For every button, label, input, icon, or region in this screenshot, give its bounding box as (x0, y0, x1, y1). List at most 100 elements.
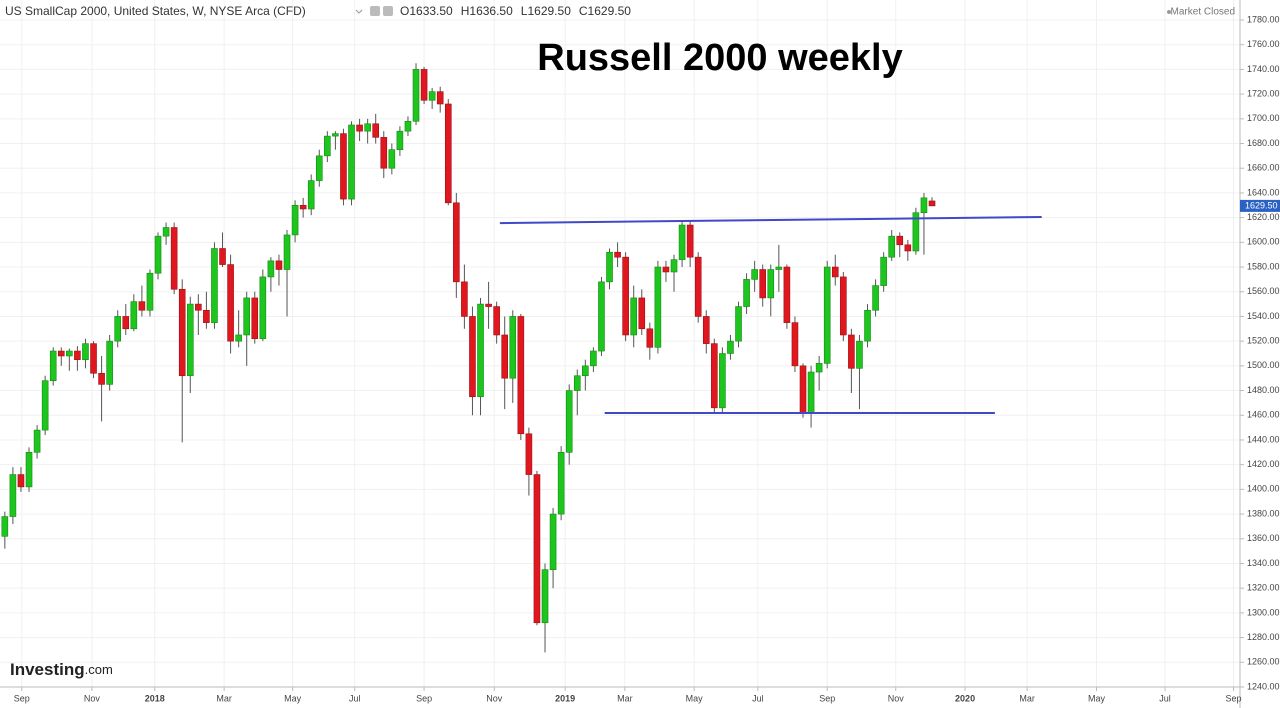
x-tick-label: May (284, 693, 302, 703)
chart-title: Russell 2000 weekly (537, 37, 902, 79)
candle-body (154, 235, 162, 274)
candle-body (267, 260, 275, 278)
candle-body (106, 340, 113, 385)
candle-body (549, 513, 557, 570)
candle-body (66, 350, 73, 357)
candle-body (283, 234, 291, 270)
dropdown-icon[interactable] (355, 9, 363, 14)
y-tick-label: 1520.00 (1247, 336, 1280, 346)
candle-body (533, 474, 541, 624)
candle-body (243, 297, 251, 336)
candle-body (694, 256, 702, 317)
brand-name: Investing (10, 660, 85, 679)
x-tick-label: Sep (1226, 693, 1242, 703)
last-price-box (1240, 199, 1280, 212)
candle-body (670, 259, 678, 273)
y-tick-label: 1600.00 (1247, 237, 1280, 247)
candle-body (582, 365, 589, 377)
y-tick-label: 1380.00 (1247, 508, 1280, 518)
candle-body (662, 266, 670, 273)
header-value: H1636.50 (461, 4, 513, 18)
candle-body (928, 200, 936, 207)
header-text: 1629.50 (527, 4, 571, 18)
y-tick-label: 1260.00 (1247, 657, 1280, 667)
candle-body (332, 133, 339, 137)
candle-body (485, 303, 492, 307)
candle-body (888, 235, 896, 258)
x-tick-label: May (1088, 693, 1106, 703)
candle-body (630, 297, 638, 336)
candle-body (57, 350, 65, 357)
candle-body (646, 328, 654, 348)
header-value: O1633.50 (400, 4, 453, 18)
header-value: C1629.50 (579, 4, 631, 18)
x-tick-label: Sep (819, 693, 835, 703)
candle-body (622, 256, 629, 336)
y-tick-label: 1300.00 (1247, 607, 1280, 617)
candle-body (920, 197, 928, 213)
header-text: 1629.50 (588, 4, 632, 18)
trendline (499, 216, 1042, 225)
candle-body (307, 180, 315, 210)
header-values: O1633.50 H1636.50 L1629.50 C1629.50 (400, 4, 631, 18)
header-key: H (461, 4, 470, 18)
candle-body (767, 269, 775, 299)
candle-body (49, 350, 57, 381)
candle-body (461, 281, 468, 317)
candle-body (509, 316, 517, 379)
candle-body (41, 380, 49, 431)
candle-body (324, 135, 331, 157)
candle-body (573, 375, 581, 391)
y-tick-label: 1580.00 (1247, 261, 1280, 271)
candle-body (590, 350, 597, 367)
candle-body (178, 288, 186, 377)
candle-body (702, 316, 710, 344)
market-status: Market Closed (1171, 7, 1235, 18)
candle-body (638, 297, 646, 330)
status-dot (1167, 10, 1171, 14)
candle-body (90, 343, 97, 374)
candle-body (74, 350, 81, 360)
candle-body (904, 244, 912, 252)
candle-body (896, 235, 904, 246)
candle-body (315, 155, 323, 181)
y-tick-label: 1720.00 (1247, 88, 1280, 98)
brand-suffix: .com (85, 662, 113, 677)
y-tick-label: 1400.00 (1247, 484, 1280, 494)
x-tick-label: Nov (84, 693, 101, 703)
y-tick-label: 1660.00 (1247, 163, 1280, 173)
x-tick-label: Jul (752, 693, 764, 703)
x-tick-label: Jul (1159, 693, 1171, 703)
candle-body (275, 260, 283, 270)
settings-icon[interactable] (370, 6, 380, 16)
instrument: US SmallCap 2000, United States, W, NYSE… (5, 4, 306, 18)
y-tick-label: 1680.00 (1247, 138, 1280, 148)
header-key: L (521, 4, 528, 18)
candle-body (557, 452, 565, 515)
candle-body (1, 516, 9, 537)
header-key: C (579, 4, 588, 18)
candle-body (412, 69, 420, 122)
candle-body (791, 322, 799, 367)
candle-body (122, 316, 130, 330)
y-tick-label: 1540.00 (1247, 311, 1280, 321)
candle-body (186, 303, 194, 377)
candle-body (219, 248, 226, 265)
candle-body (840, 276, 847, 336)
candle-body (114, 316, 122, 342)
compare-icon[interactable] (383, 6, 393, 16)
candle-body (33, 429, 41, 453)
candle-body (453, 202, 460, 283)
candle-body (735, 306, 742, 342)
x-tick-label: Jul (349, 693, 361, 703)
candle-body (525, 433, 533, 475)
candle-body (130, 301, 138, 330)
candle-body (565, 390, 573, 453)
y-tick-label: 1280.00 (1247, 632, 1280, 642)
candle-body (823, 266, 831, 364)
candle-body (727, 340, 734, 354)
candle-body (815, 363, 823, 373)
y-tick-label: 1640.00 (1247, 187, 1280, 197)
candle-body (614, 251, 621, 258)
